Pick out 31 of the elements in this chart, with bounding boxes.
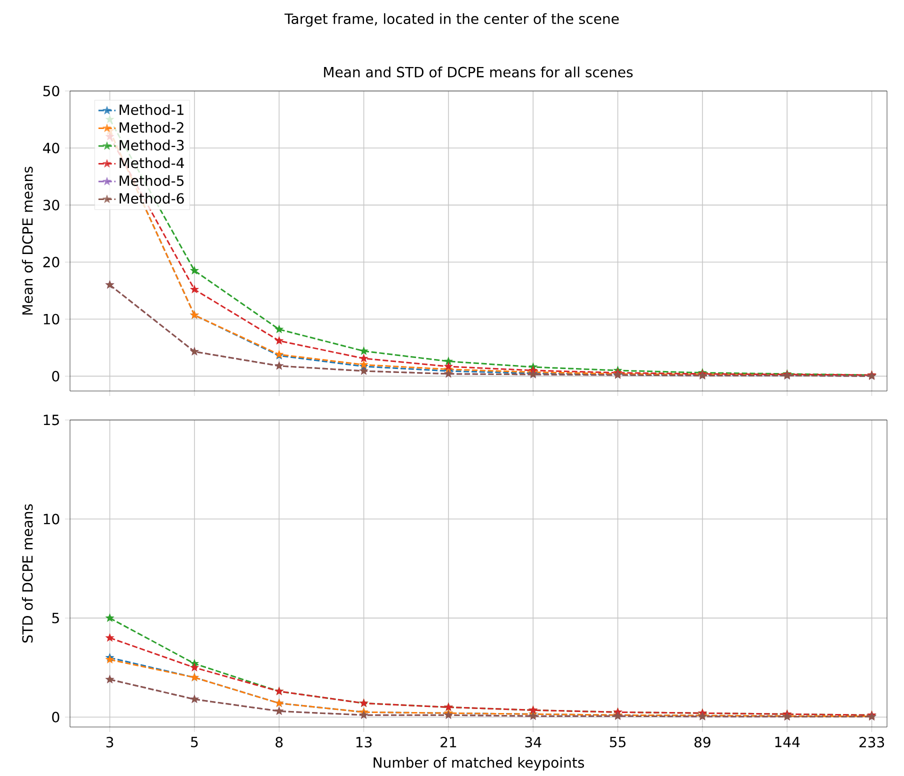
legend-label: Method-2	[120, 122, 184, 133]
y-tick-label: 40	[43, 142, 60, 154]
x-tick-label: 144	[775, 736, 800, 748]
y-tick-label: 5	[52, 612, 59, 624]
legend-label: Method-4	[120, 157, 184, 168]
y-tick-label: 50	[43, 86, 60, 96]
y-tick-label: 0	[52, 370, 60, 382]
x-tick-label: 21	[440, 736, 456, 748]
x-tick-label: 89	[694, 736, 710, 748]
x-tick-label: 8	[276, 736, 283, 748]
y-axis-title: Mean of DCPE means	[22, 166, 33, 315]
chart-title: Target frame, located in the center of the scene	[284, 13, 619, 27]
x-tick-label: 55	[610, 736, 626, 748]
legend-label: Method-1	[120, 104, 184, 116]
y-tick-label: 30	[43, 200, 60, 210]
y-tick-label: 10	[44, 314, 60, 324]
y-axis-title: STD of DCPE means	[22, 504, 33, 643]
y-tick-label: 15	[44, 414, 59, 426]
x-tick-label: 34	[525, 736, 542, 748]
chart-subtitle: Mean and STD of DCPE means for all scenes	[324, 66, 633, 78]
legend-label: Method-5	[120, 175, 184, 186]
x-tick-label: 233	[859, 736, 884, 748]
legend-label: Method-6	[120, 192, 184, 204]
y-tick-label: 20	[43, 256, 60, 268]
y-tick-label: 10	[44, 514, 60, 524]
x-tick-label: 3	[106, 736, 114, 748]
legend-label: Method-3	[120, 140, 184, 151]
x-tick-label: 5	[191, 736, 198, 748]
x-axis-title: Number of matched keypoints	[374, 756, 584, 771]
x-tick-label: 13	[356, 736, 372, 748]
y-tick-label: 0	[52, 712, 60, 722]
